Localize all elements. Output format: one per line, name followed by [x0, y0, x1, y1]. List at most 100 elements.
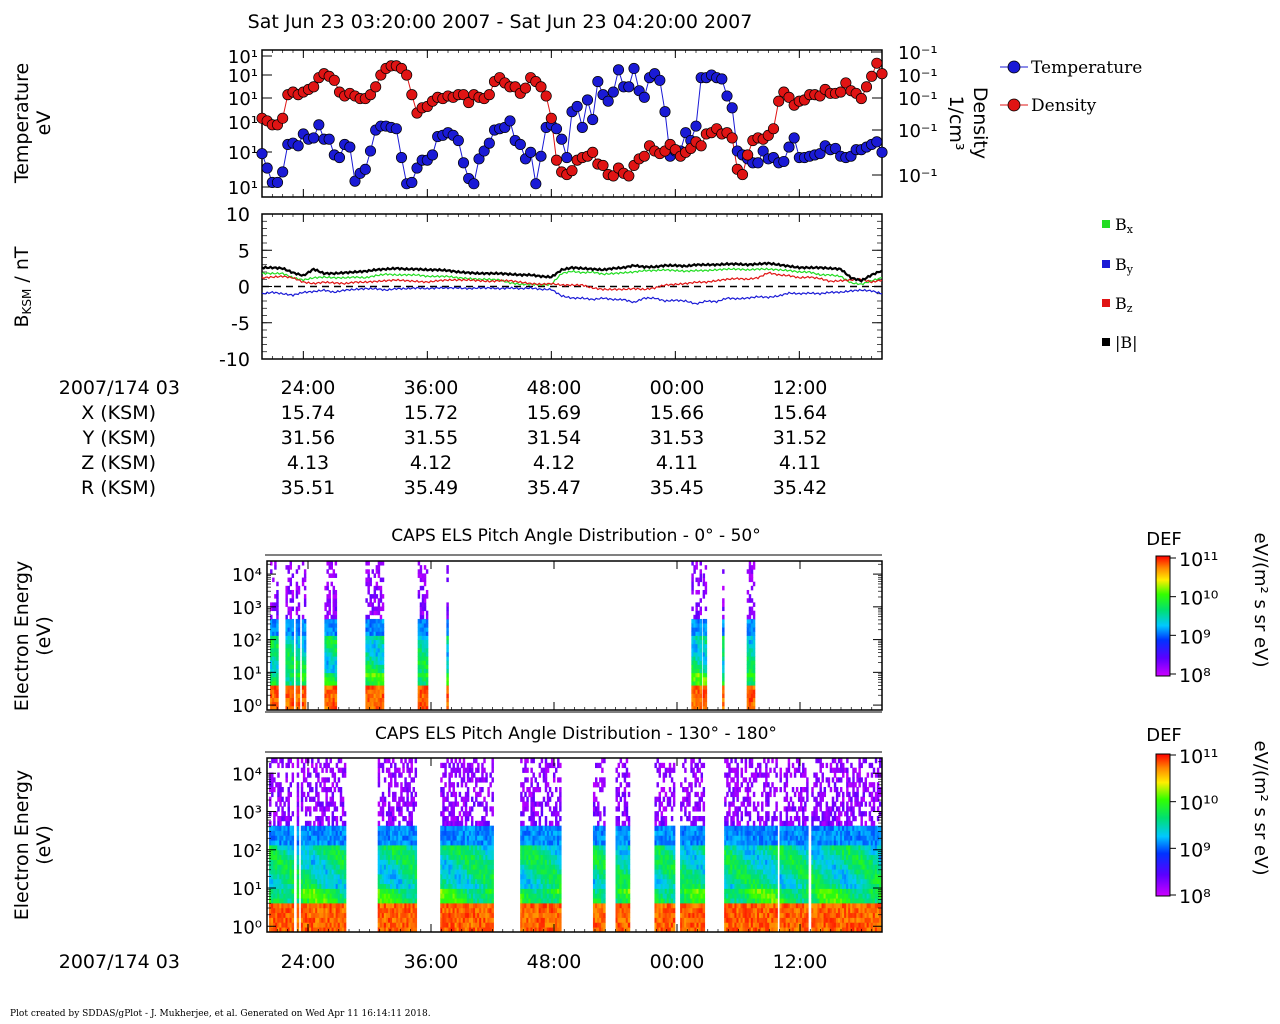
spectrogram-cell [406, 767, 409, 773]
spectrogram-cell [542, 864, 546, 870]
spectrogram-cell [522, 782, 525, 788]
spectrogram-cell [534, 825, 537, 831]
spectrogram-cell [285, 820, 288, 827]
spectrogram-cell [559, 825, 562, 831]
temperature-point [659, 106, 671, 118]
spectrogram-cell [381, 685, 385, 690]
spectrogram-cell [295, 594, 299, 599]
spectrogram-cell [704, 689, 708, 694]
spectrogram-cell [271, 840, 274, 846]
spectrogram-cell [271, 758, 274, 764]
temperature-point [364, 145, 377, 157]
spectrogram-cell [425, 635, 429, 641]
spectrogram-cell [317, 869, 320, 875]
spectrogram-cell [323, 878, 326, 885]
spectrogram-cell [319, 845, 322, 851]
spectrogram-cell [373, 618, 377, 624]
spectrogram-cell [367, 631, 370, 636]
spectrogram-cell [371, 647, 374, 653]
spectrogram-cell [311, 917, 314, 923]
spectrogram-cell [331, 830, 335, 836]
spectrogram-cell [396, 845, 399, 851]
spectrogram-cell [491, 835, 494, 841]
spectrogram-cell [285, 672, 288, 678]
spectrogram-cell [450, 845, 453, 851]
spectrogram-cell [327, 917, 330, 923]
spectrogram-cell [334, 656, 338, 661]
spectrogram-cell [479, 878, 482, 885]
spectrogram-cell [271, 791, 274, 798]
spectrogram-cell [460, 883, 464, 889]
spectrogram-cell [396, 859, 399, 865]
spectrogram-cell [470, 869, 474, 875]
spectrogram-cell [557, 893, 560, 899]
spectrogram-cell [367, 589, 370, 595]
spectrogram-cell [464, 903, 468, 909]
spectrogram-cell [454, 840, 458, 846]
spectrogram-cell [300, 758, 304, 764]
spectrogram-cell [524, 912, 527, 918]
spectrogram-cell [408, 903, 411, 909]
spectrogram-cell [448, 830, 451, 836]
spectrogram-cell [291, 705, 295, 711]
spectrogram-cell [695, 701, 698, 707]
spectrogram-cell [392, 903, 395, 909]
spectrogram-cell [548, 922, 552, 928]
spectrogram-cell [544, 878, 548, 885]
spectrogram-cell [303, 681, 307, 686]
spectrogram-cell [695, 685, 698, 690]
spectrogram-cell [304, 912, 308, 918]
spectrogram-cell [279, 888, 282, 894]
spectrogram-cell [522, 854, 525, 860]
spectrogram-cell [303, 705, 307, 711]
spectrogram-cell [330, 689, 333, 694]
spectrogram-cell [379, 903, 383, 909]
spectrogram-cell [289, 758, 292, 764]
spectrogram-cell [555, 849, 558, 856]
spectrogram-cell [404, 907, 407, 914]
temperature-point [256, 148, 268, 160]
spectrogram-cell [491, 912, 494, 918]
spectrogram-cell [328, 647, 331, 653]
spectrogram-cell [330, 664, 333, 670]
spectrogram-cell [456, 907, 460, 914]
spectrogram-cell [275, 825, 278, 831]
spectrogram-cell [470, 830, 474, 836]
spectrogram-cell [371, 631, 374, 636]
spectrogram-cell [446, 656, 449, 661]
spectrogram-cell [442, 811, 445, 817]
spectrogram-cell [289, 845, 292, 851]
spectrogram-cell [343, 927, 347, 933]
spectrogram-cell [317, 883, 320, 889]
spectrogram-cell [458, 820, 462, 827]
spectrogram-cell [419, 647, 423, 653]
spectrogram-cell [343, 835, 347, 841]
spectrogram-cell [291, 840, 295, 846]
spectrogram-cell [481, 859, 484, 865]
spectrogram-cell [446, 705, 449, 711]
spectrogram-cell [532, 830, 535, 836]
spectrogram-cell [297, 639, 301, 645]
spectrogram-cell [304, 811, 308, 817]
spectrogram-cell [477, 767, 480, 773]
spectrogram-cell [485, 806, 488, 812]
spectrogram-cell [552, 888, 556, 894]
spectrogram-cell [367, 701, 370, 707]
spectrogram-cell [400, 758, 403, 764]
spectrogram-cell [285, 840, 288, 846]
spectrogram-cell [377, 585, 381, 591]
spectrogram-cell [528, 907, 531, 914]
spectrogram-cell [287, 903, 290, 909]
spectrogram-cell [522, 912, 525, 918]
spectrogram-cell [464, 869, 468, 875]
spectrogram-cell [379, 561, 383, 566]
spectrogram-cell [285, 585, 288, 591]
spectrogram-cell [270, 681, 273, 686]
spectrogram-cell [522, 840, 525, 846]
spectrogram-cell [272, 697, 275, 703]
spectrogram-cell [276, 647, 279, 653]
spectrogram-cell [520, 830, 523, 836]
spectrogram-cell [396, 801, 399, 807]
spectrogram-cell [697, 685, 700, 690]
spectrogram-cell [385, 888, 389, 894]
